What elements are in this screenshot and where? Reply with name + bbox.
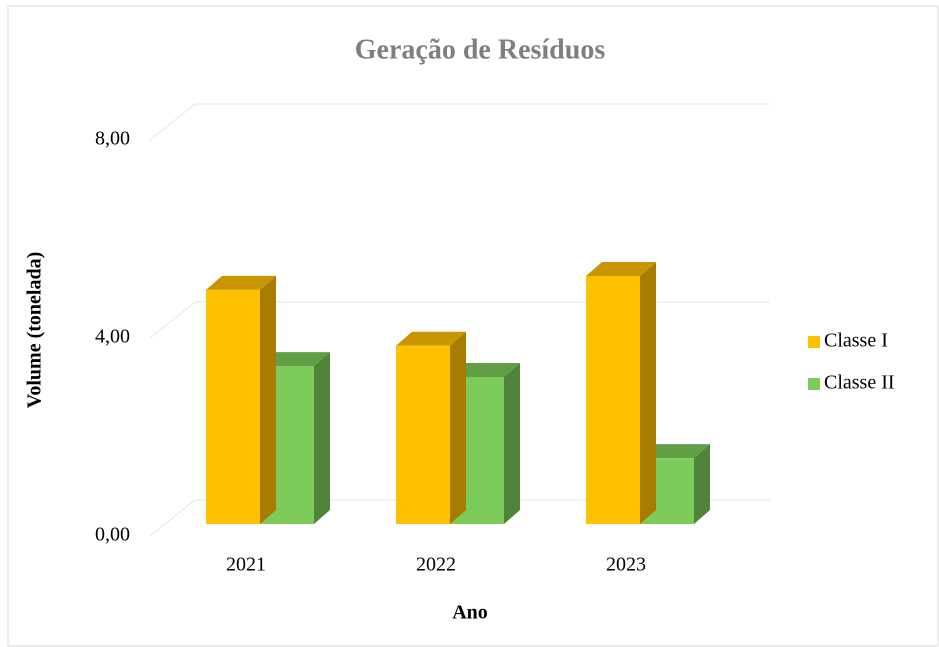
bar	[586, 276, 640, 524]
grid-line-side	[149, 103, 196, 141]
bar-top	[396, 331, 466, 346]
bar-side	[260, 275, 276, 524]
bar-top	[260, 352, 330, 367]
bar-top	[640, 444, 710, 459]
bar-side	[504, 362, 520, 524]
grid-line-side	[149, 301, 196, 339]
bar-side	[640, 262, 656, 524]
x-tick-label: 2022	[416, 554, 456, 576]
y-tick-label: 8,00	[95, 128, 130, 150]
bar-side	[450, 331, 466, 524]
bar-top	[586, 262, 656, 277]
chart-frame	[7, 5, 939, 647]
chart-title: Geração de Resíduos	[355, 34, 606, 65]
legend-swatch	[808, 336, 820, 348]
grid-line-side	[149, 499, 196, 537]
bar-top	[450, 362, 520, 377]
bar	[206, 289, 260, 524]
legend-swatch	[808, 378, 820, 390]
bar	[396, 345, 450, 524]
legend-label: Classe II	[824, 372, 895, 394]
legend-label: Classe I	[824, 330, 888, 352]
bar-side	[314, 352, 330, 524]
y-tick-label: 0,00	[95, 524, 130, 546]
x-axis-label: Ano	[452, 602, 488, 624]
y-tick-label: 4,00	[95, 326, 130, 348]
bar-side	[694, 444, 710, 524]
x-tick-label: 2021	[226, 554, 266, 576]
bar-top	[206, 275, 276, 290]
y-axis-label: Volume (tonelada)	[24, 252, 46, 408]
x-tick-label: 2023	[606, 554, 646, 576]
